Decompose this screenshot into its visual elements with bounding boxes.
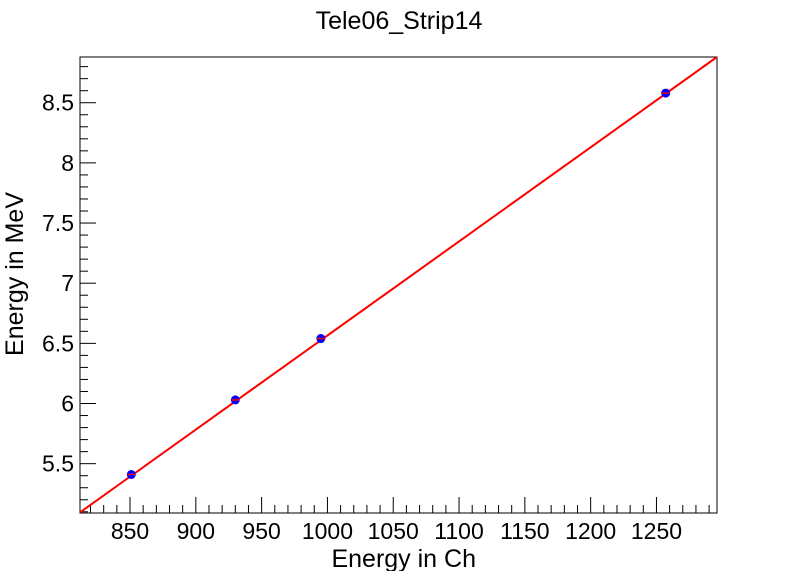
y-tick-label: 8 [61, 150, 74, 176]
x-tick-labels: 850 900 950 1000 1050 1100 1150 1200 1250 [111, 518, 682, 544]
x-axis-label: Energy in Ch [331, 545, 476, 571]
y-axis-label: Energy in MeV [1, 192, 29, 356]
chart-title: Tele06_Strip14 [316, 7, 483, 35]
x-tick-label: 1050 [368, 518, 419, 544]
x-tick-label: 900 [177, 518, 215, 544]
y-tick-label: 6 [61, 391, 74, 417]
x-tick-label: 1200 [565, 518, 616, 544]
x-tick-label: 950 [242, 518, 280, 544]
x-tick-label: 1000 [302, 518, 353, 544]
plot-frame [79, 56, 718, 514]
y-tick-label: 7.5 [42, 210, 74, 236]
y-tick-label: 7 [61, 270, 74, 296]
plot-area [79, 56, 718, 514]
axis-ticks [80, 66, 710, 513]
data-points [126, 88, 671, 479]
y-tick-label: 8.5 [42, 90, 74, 116]
x-tick-label: 1100 [434, 518, 483, 544]
x-tick-label: 850 [111, 518, 149, 544]
fit-line-group [79, 56, 718, 514]
fit-line [79, 56, 718, 514]
y-tick-label: 6.5 [42, 330, 74, 356]
x-tick-label: 1250 [631, 518, 682, 544]
x-tick-label: 1150 [500, 518, 549, 544]
y-tick-labels: 5.5 6 6.5 7 7.5 8 8.5 [42, 90, 74, 477]
y-tick-label: 5.5 [42, 451, 74, 477]
